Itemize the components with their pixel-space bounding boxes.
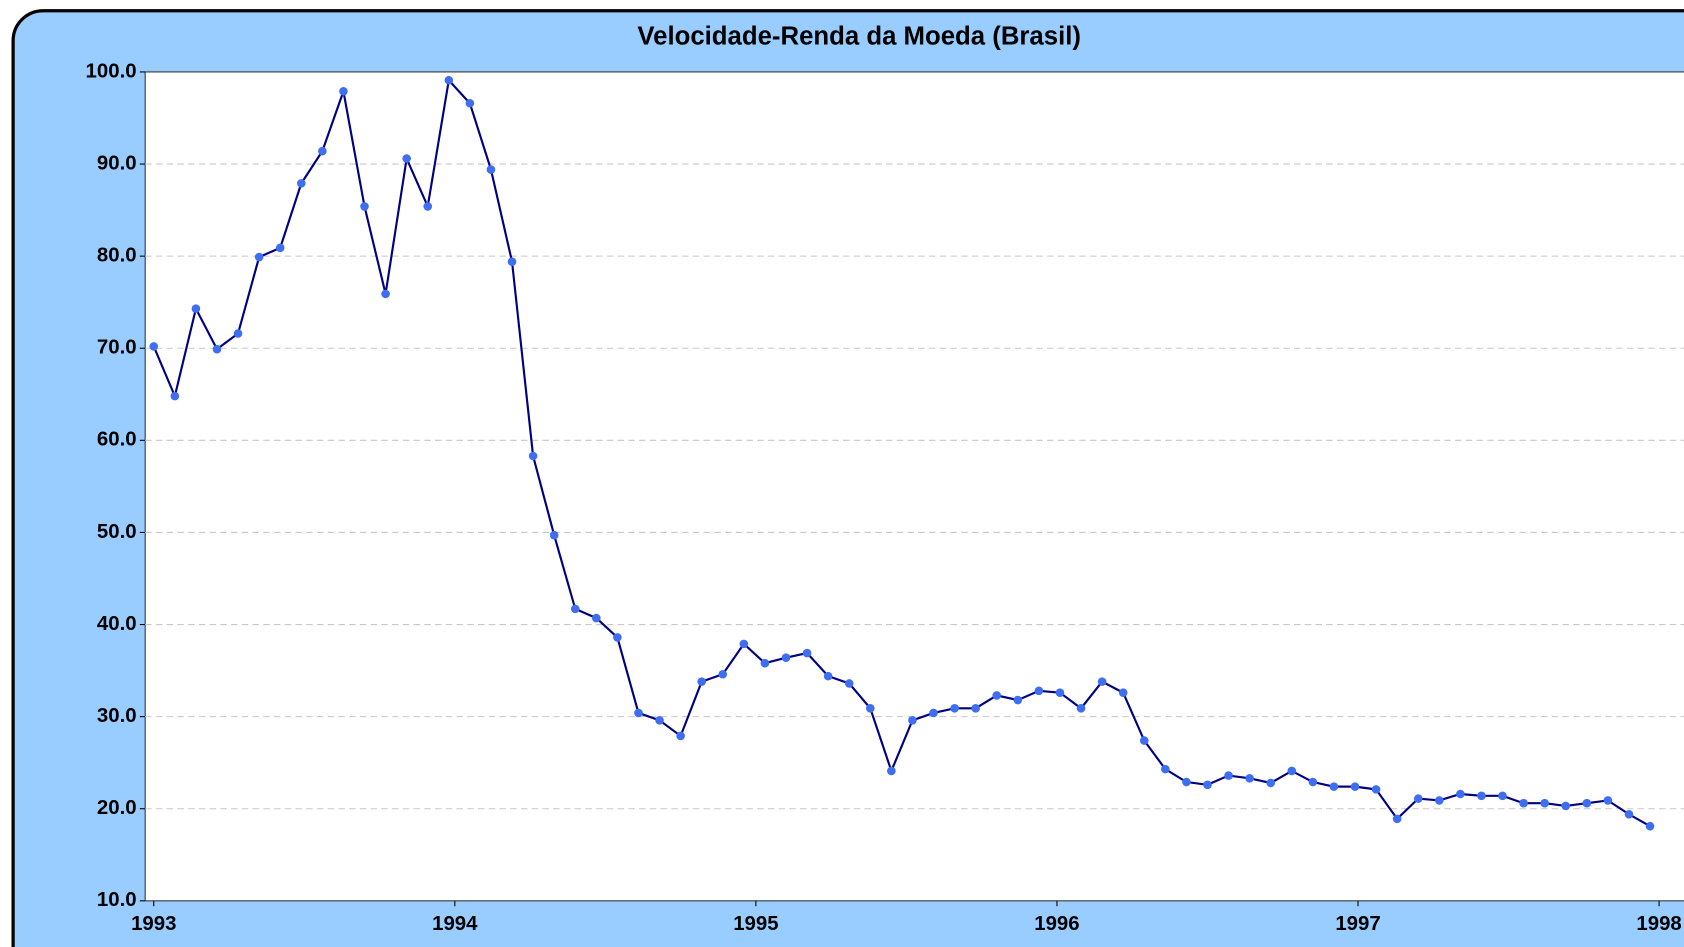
marker [1076, 704, 1086, 713]
x-tick-label: 1996 [1034, 913, 1079, 935]
marker [549, 530, 559, 540]
x-tick-label: 1993 [131, 913, 176, 935]
plot-area [144, 71, 1684, 902]
marker [296, 179, 306, 188]
marker [275, 243, 285, 253]
y-tick-label: 70.0 [97, 337, 137, 359]
x-tick-label: 1995 [733, 913, 778, 935]
marker [1245, 774, 1254, 783]
marker [676, 731, 685, 741]
marker [613, 633, 622, 642]
marker [1477, 791, 1486, 801]
marker [781, 653, 791, 662]
marker [865, 704, 875, 713]
marker [1182, 777, 1191, 787]
marker [191, 304, 201, 313]
marker [1371, 785, 1381, 794]
marker [402, 154, 411, 163]
marker [739, 639, 749, 649]
y-tick-label: 50.0 [97, 521, 137, 543]
marker [1456, 789, 1465, 799]
marker [233, 329, 243, 338]
marker [1603, 796, 1613, 805]
marker [1582, 798, 1592, 808]
marker [254, 252, 264, 262]
y-tick-label: 100.0 [86, 60, 137, 82]
marker [465, 98, 475, 108]
marker [1203, 780, 1212, 790]
marker [718, 669, 728, 679]
marker [318, 146, 327, 156]
x-tick-label: 1998 [1636, 913, 1681, 935]
marker [1329, 782, 1339, 791]
marker [339, 86, 348, 96]
marker [1392, 814, 1402, 824]
marker [592, 613, 601, 623]
marker [844, 679, 854, 688]
marker [1350, 782, 1360, 791]
marker [170, 391, 180, 401]
marker [1435, 796, 1444, 805]
marker [1540, 798, 1549, 808]
marker [697, 677, 706, 686]
marker [212, 344, 222, 354]
marker [1161, 764, 1170, 774]
marker [423, 202, 433, 211]
marker [1055, 688, 1065, 697]
marker [486, 165, 496, 174]
marker [149, 342, 159, 351]
x-tick-label: 1997 [1335, 913, 1380, 935]
marker [1139, 736, 1149, 745]
marker [1013, 695, 1023, 705]
marker [950, 704, 959, 713]
marker [1266, 778, 1276, 788]
y-tick-label: 90.0 [97, 152, 137, 174]
marker [360, 202, 369, 211]
y-tick-label: 30.0 [97, 705, 137, 727]
y-tick-label: 80.0 [97, 245, 137, 267]
marker [528, 451, 538, 461]
marker [887, 766, 896, 776]
line [152, 77, 1651, 828]
marker [1287, 766, 1297, 776]
marker [1034, 686, 1044, 696]
marker [634, 708, 643, 718]
marker [992, 691, 1002, 700]
marker [823, 671, 833, 681]
marker [444, 75, 454, 85]
marker [1645, 821, 1655, 831]
marker [908, 716, 917, 725]
marker [971, 704, 980, 713]
y-tick-label: 20.0 [97, 797, 137, 819]
y-tick-label: 40.0 [97, 613, 137, 635]
marker [1498, 791, 1507, 801]
marker [1118, 688, 1128, 697]
y-tick-label: 60.0 [97, 429, 137, 451]
marker [381, 289, 390, 299]
marker [1097, 677, 1107, 686]
y-tick-label: 10.0 [97, 889, 137, 911]
marker [1224, 771, 1233, 780]
marker [1561, 801, 1571, 811]
marker [507, 257, 517, 266]
marker [1519, 798, 1528, 808]
marker [570, 604, 580, 614]
marker [802, 648, 812, 658]
marker [929, 708, 938, 718]
marker [1308, 777, 1318, 787]
chart-title: Velocidade-Renda da Moeda (Brasil) [637, 22, 1081, 50]
marker [1413, 794, 1423, 803]
x-tick-label: 1994 [432, 913, 478, 935]
marker [655, 716, 664, 725]
marker [760, 658, 770, 668]
marker [1624, 809, 1634, 819]
